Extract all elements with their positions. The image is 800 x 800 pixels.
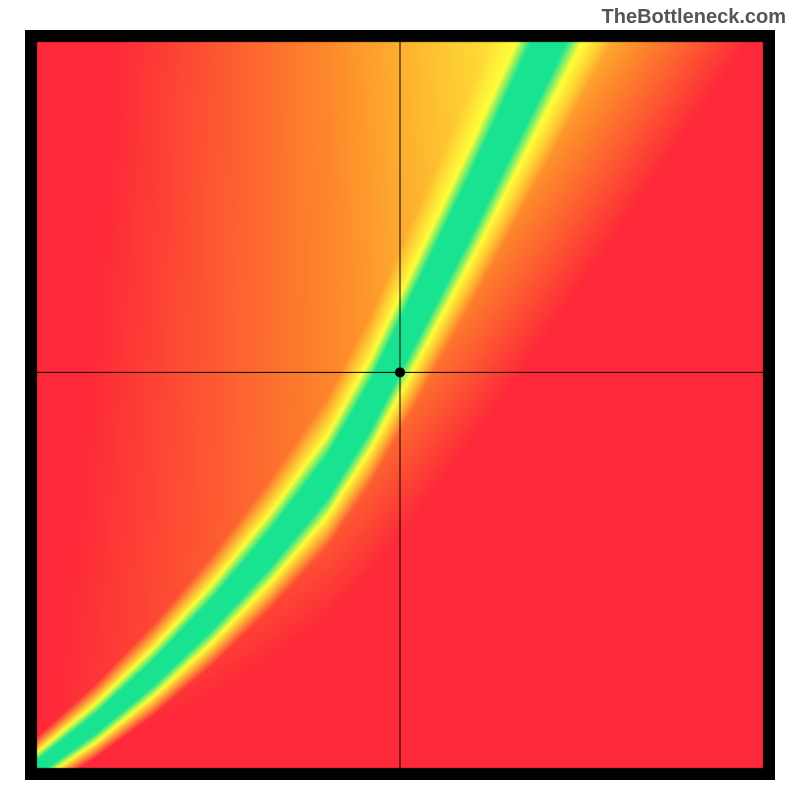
chart-container: TheBottleneck.com — [0, 0, 800, 800]
overlay-svg — [25, 30, 775, 780]
marker-dot — [395, 367, 405, 377]
watermark-text: TheBottleneck.com — [602, 6, 786, 29]
chart-frame — [25, 30, 775, 780]
